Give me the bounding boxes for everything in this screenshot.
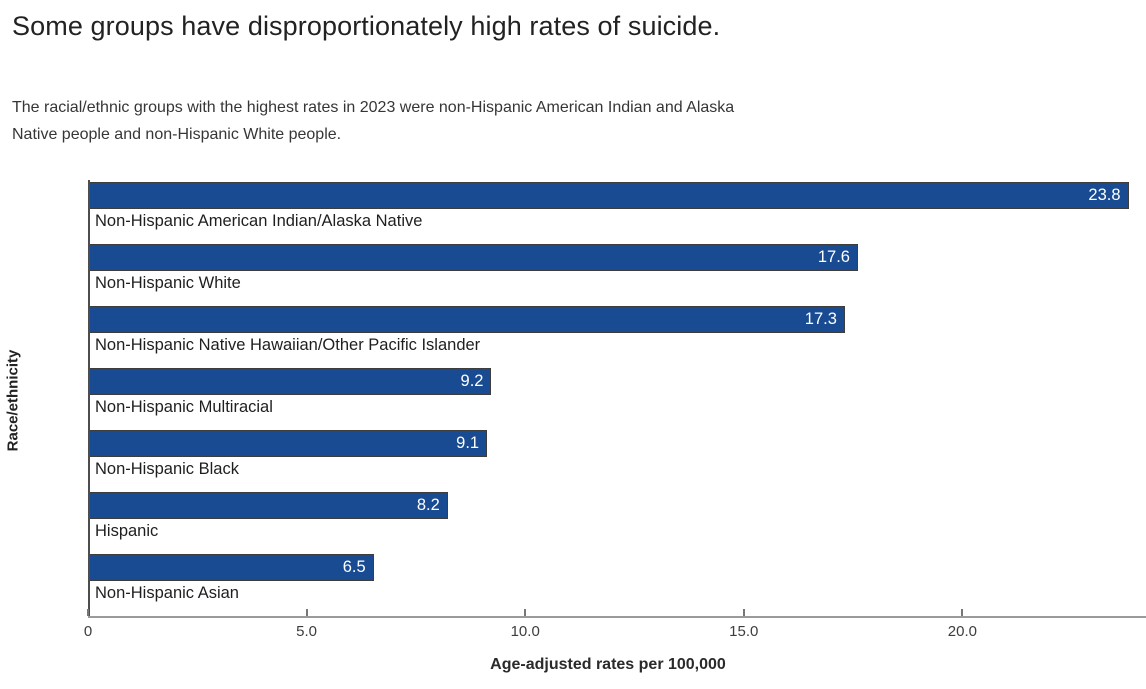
x-axis-tick-mark [305, 609, 308, 616]
bar-row: 23.8 Non-Hispanic American Indian/Alaska … [90, 182, 1146, 244]
chart-subtitle: The racial/ethnic groups with the highes… [12, 99, 735, 143]
bar-value-label: 17.6 [817, 248, 850, 266]
bar-row: 17.6 Non-Hispanic White [90, 244, 1146, 306]
bar-value-label: 9.1 [456, 434, 480, 452]
bar-value-label: 23.8 [1088, 186, 1121, 204]
bar: 17.6 [90, 244, 858, 271]
bar-chart: Race/ethnicity 23.8 Non-Hispanic American… [0, 180, 1146, 674]
bar-value-label: 6.5 [342, 558, 366, 576]
bar-category-label: Hispanic [95, 522, 159, 540]
bar-row: 17.3 Non-Hispanic Native Hawaiian/Other P… [90, 306, 1146, 368]
bar: 9.2 [90, 368, 492, 395]
x-axis-tick-mark [961, 609, 964, 616]
bar-category-label: Non-Hispanic Asian [95, 584, 239, 602]
bar: 9.1 [90, 430, 488, 457]
x-axis-tick-label: 15.0 [729, 623, 759, 640]
x-axis-tick-mark [524, 609, 527, 616]
bar: 8.2 [90, 492, 448, 519]
x-axis-tick-mark [742, 609, 745, 616]
bar: 6.5 [90, 554, 374, 581]
bar-row: 9.2 Non-Hispanic Multiracial [90, 368, 1146, 430]
x-axis-tick-label: 5.0 [296, 623, 318, 640]
bar: 23.8 [90, 182, 1129, 209]
plot-area: 23.8 Non-Hispanic American Indian/Alaska … [88, 180, 1146, 616]
x-axis-tick-mark [87, 609, 89, 616]
bar-value-label: 9.2 [460, 372, 484, 390]
bar: 17.3 [90, 306, 845, 333]
bar-row: 9.1 Non-Hispanic Black [90, 430, 1146, 492]
bar-category-label: Non-Hispanic Multiracial [95, 398, 273, 416]
x-axis: 0 5.0 10.0 15.0 20.0 [84, 609, 1146, 650]
y-axis-title: Race/ethnicity [4, 349, 22, 452]
x-axis-tick-label: 20.0 [947, 623, 977, 640]
x-axis-tick-label: 0 [83, 623, 93, 640]
bar-category-label: Non-Hispanic American Indian/Alaska Nati… [95, 212, 423, 230]
bar-row: 6.5 Non-Hispanic Asian [90, 554, 1146, 616]
x-axis-title: Age-adjusted rates per 100,000 [490, 656, 726, 673]
bar-value-label: 8.2 [416, 496, 440, 514]
bar-category-label: Non-Hispanic Native Hawaiian/Other Pacif… [95, 336, 481, 354]
x-axis-tick-label: 10.0 [510, 623, 540, 640]
chart-title: Some groups have disproportionately high… [12, 11, 721, 41]
bar-category-label: Non-Hispanic White [95, 274, 241, 292]
bar-value-label: 17.3 [804, 310, 837, 328]
bar-category-label: Non-Hispanic Black [95, 460, 239, 478]
bar-row: 8.2 Hispanic [90, 492, 1146, 554]
